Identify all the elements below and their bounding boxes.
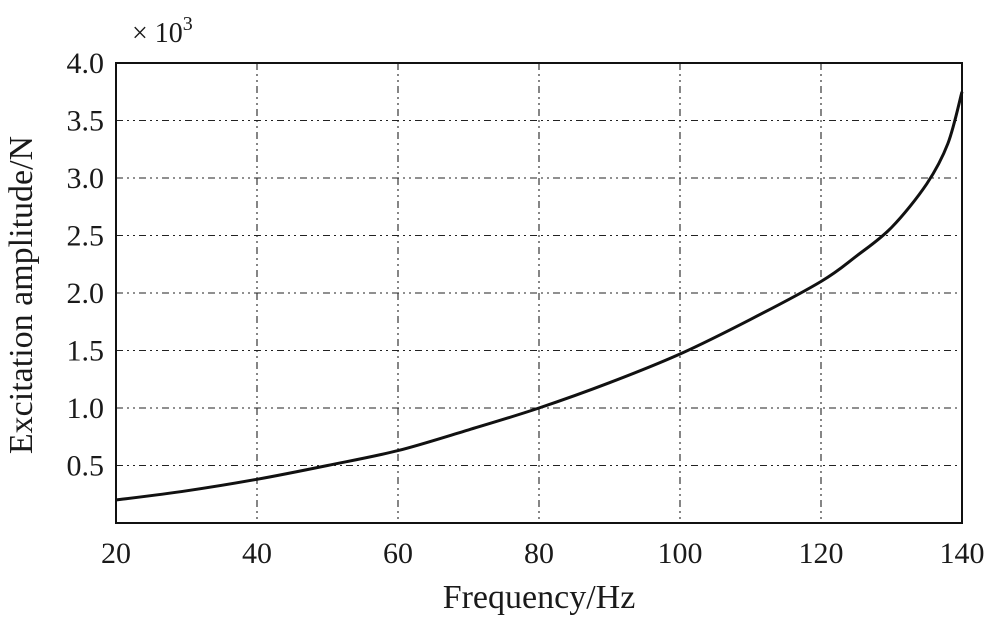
y-tick-label: 2.0 (67, 277, 105, 310)
y-tick-labels: 0.5 1.0 1.5 2.0 2.5 3.0 3.5 4.0 (67, 47, 105, 483)
plot-frame (115, 62, 963, 524)
x-tick-labels: 20 40 60 80 100 120 140 (101, 537, 984, 570)
y-tick-label: 1.0 (67, 392, 105, 425)
y-axis-multiplier-exponent: 3 (183, 13, 193, 35)
x-tick-label: 140 (940, 537, 984, 570)
y-tick-label: 4.0 (67, 47, 105, 80)
series-layer (115, 91, 964, 502)
x-axis-title: Frequency/Hz (443, 579, 636, 616)
x-tick-label: 100 (658, 537, 703, 570)
y-tick-label: 3.0 (67, 162, 105, 195)
y-tick-label: 1.5 (67, 335, 105, 368)
y-axis-title: Excitation amplitude/N (3, 136, 40, 454)
y-tick-label: 0.5 (67, 450, 105, 483)
x-tick-label: 80 (524, 537, 554, 570)
grid-lines (116, 63, 962, 523)
y-axis-multiplier: × 103 (132, 13, 193, 49)
x-tick-label: 40 (242, 537, 272, 570)
x-tick-label: 60 (383, 537, 413, 570)
x-tick-label: 20 (101, 537, 131, 570)
y-tick-label: 2.5 (67, 220, 105, 253)
y-tick-label: 3.5 (67, 105, 105, 138)
series-line (115, 91, 964, 502)
x-tick-label: 120 (799, 537, 844, 570)
